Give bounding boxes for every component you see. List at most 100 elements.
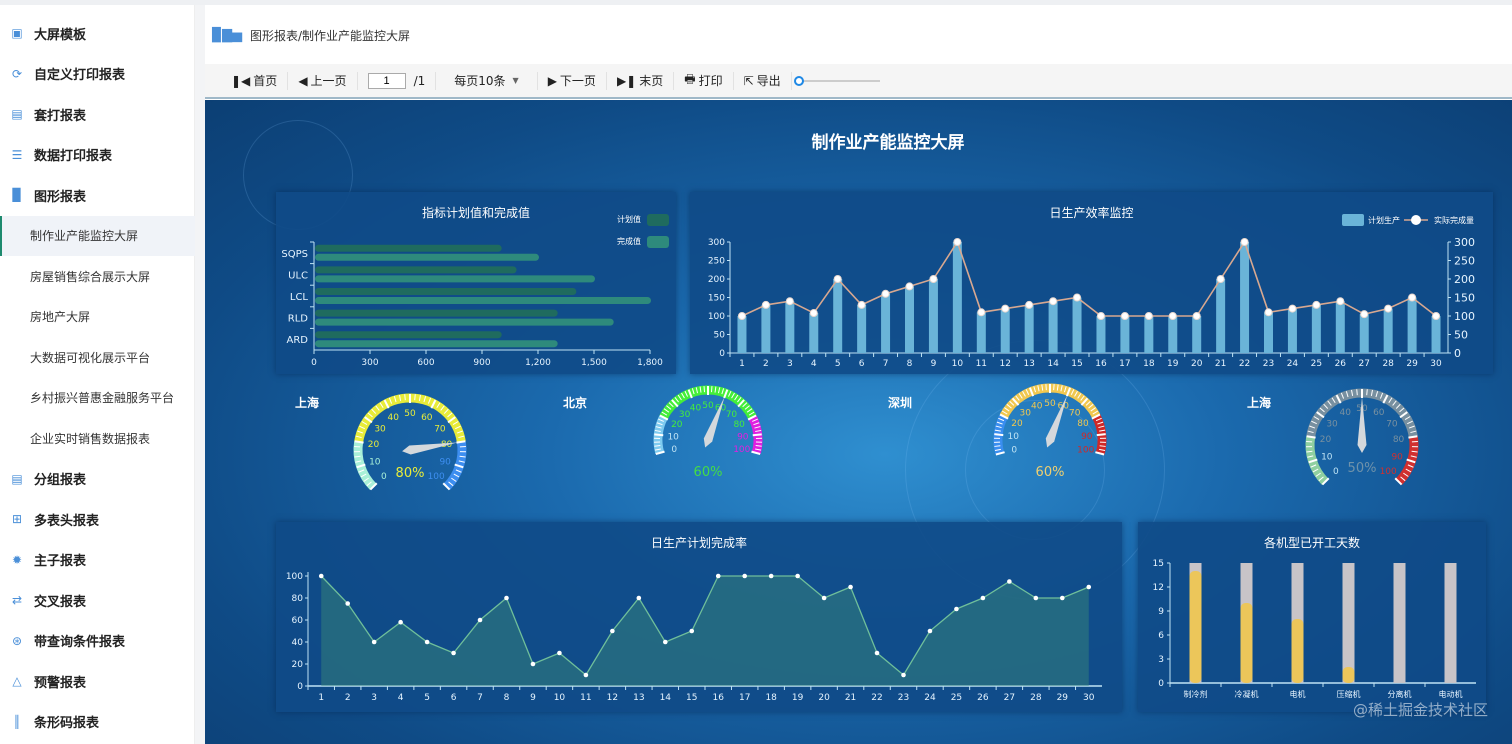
line-point bbox=[1144, 312, 1153, 320]
last-page-icon: ▶❚ bbox=[616, 73, 637, 88]
sidebar-item[interactable]: 房地产大屏 bbox=[0, 297, 195, 337]
gauge-tick bbox=[1321, 477, 1330, 486]
export-button[interactable]: ⇱ 导出 bbox=[734, 71, 792, 90]
gauge-tick bbox=[727, 390, 732, 397]
gauge-tick bbox=[1382, 394, 1389, 404]
line-point bbox=[1192, 312, 1201, 320]
sidebar-item[interactable]: 制作业产能监控大屏 bbox=[0, 215, 195, 256]
sidebar-item-label: 分组报表 bbox=[34, 473, 87, 488]
page-number-input[interactable] bbox=[367, 72, 406, 89]
sidebar-item[interactable]: ⊛ 带查询条件报表 bbox=[0, 621, 195, 661]
line-point bbox=[954, 606, 959, 612]
sidebar-item[interactable]: ⟳ 自定义打印报表 bbox=[0, 54, 195, 94]
x-tick-label: 1,500 bbox=[581, 358, 607, 368]
first-page-button[interactable]: ❚◀ 首页 bbox=[221, 71, 289, 90]
gauge-tick bbox=[355, 435, 362, 439]
y-tick-label: 6 bbox=[1158, 631, 1164, 641]
x-tick-label: 4 bbox=[398, 693, 404, 703]
sidebar-item[interactable]: ☰ 数据打印报表 bbox=[0, 135, 195, 175]
per-page-select[interactable]: 每页10条 ▼ bbox=[436, 71, 538, 90]
bar-计划生产 bbox=[761, 304, 771, 353]
sidebar-item[interactable]: 大数据可视化展示平台 bbox=[0, 337, 195, 377]
prev-page-button[interactable]: ◀ 上一页 bbox=[288, 71, 358, 90]
gauge-tick bbox=[1060, 385, 1063, 392]
search-filter-icon: ⊛ bbox=[11, 633, 23, 648]
gauge-tick bbox=[1392, 400, 1397, 406]
export-icon: ⇱ bbox=[743, 73, 754, 88]
gauge-tick bbox=[1345, 391, 1349, 398]
left-y-tick-label: 300 bbox=[708, 238, 725, 248]
x-tick-label: 900 bbox=[473, 358, 490, 368]
gauge-tick bbox=[1366, 389, 1368, 396]
gauge-tick bbox=[359, 425, 365, 430]
gauge-tick bbox=[360, 473, 367, 478]
gauge-tick bbox=[1033, 386, 1037, 393]
gauge-tick bbox=[1028, 387, 1035, 397]
sidebar-item[interactable]: ▉ 图形报表 bbox=[0, 175, 195, 215]
legend-swatch bbox=[647, 214, 669, 226]
line-point bbox=[1073, 293, 1082, 302]
x-tick-label: 7 bbox=[477, 693, 483, 703]
bar-计划值 bbox=[315, 266, 517, 274]
sidebar-item[interactable]: ⇄ 交叉报表 bbox=[0, 580, 195, 620]
next-page-button[interactable]: ▶ 下一页 bbox=[538, 71, 607, 90]
print-button[interactable]: 🖶 打印 bbox=[674, 71, 734, 90]
x-tick-label: 16 bbox=[1095, 359, 1107, 369]
x-tick-label: 3 bbox=[371, 693, 377, 703]
sidebar-item[interactable]: ▣ 大屏模板 bbox=[0, 13, 195, 53]
sidebar-item[interactable]: ⊞ 多表头报表 bbox=[0, 499, 195, 539]
export-label: 导出 bbox=[756, 74, 781, 88]
gauge-tick bbox=[1407, 464, 1414, 468]
line-point bbox=[1049, 297, 1058, 306]
bar-计划生产 bbox=[1287, 308, 1297, 353]
gauge-tick bbox=[455, 469, 462, 473]
gauge-tick bbox=[654, 433, 664, 437]
per-page-label: 每页10条 bbox=[454, 74, 506, 88]
gauge: 010203040506070809010080% bbox=[353, 393, 467, 491]
gauge-tick bbox=[1080, 395, 1085, 401]
line-point bbox=[1288, 304, 1297, 313]
sidebar-item[interactable]: ▤ 套打报表 bbox=[0, 94, 195, 134]
gauge-tick bbox=[1379, 392, 1384, 399]
gauge-tick-label: 30 bbox=[374, 424, 386, 434]
line-point bbox=[848, 584, 853, 590]
y-tick-label: 9 bbox=[1158, 607, 1164, 617]
table-icon: ⊞ bbox=[11, 512, 23, 526]
gauge-tick bbox=[1009, 400, 1015, 406]
x-tick-label: 25 bbox=[1311, 359, 1322, 369]
sidebar-item-label: 自定义打印报表 bbox=[34, 68, 126, 83]
bar-background bbox=[1393, 563, 1406, 683]
sidebar-divider bbox=[195, 5, 205, 744]
sidebar-item[interactable]: 乡村振兴普惠金融服务平台 bbox=[0, 378, 195, 418]
last-page-button[interactable]: ▶❚ 末页 bbox=[607, 71, 675, 90]
gauge-tick bbox=[691, 388, 695, 395]
sidebar-item[interactable]: ║ 条形码报表 bbox=[0, 702, 195, 742]
x-tick-label: 21 bbox=[845, 693, 856, 703]
sidebar-item[interactable]: ✹ 主子报表 bbox=[0, 540, 195, 580]
sidebar-item-label: 乡村振兴普惠金融服务平台 bbox=[30, 391, 175, 405]
sidebar-item[interactable]: 企业实时销售数据报表 bbox=[0, 418, 195, 458]
left-y-tick-label: 0 bbox=[719, 349, 725, 359]
slider-handle[interactable] bbox=[793, 75, 804, 86]
bar-计划生产 bbox=[1048, 301, 1058, 353]
gauge-value: 50% bbox=[1348, 461, 1377, 476]
gauge-tick-label: 0 bbox=[1011, 446, 1017, 456]
gauge-tick bbox=[1319, 407, 1325, 413]
gauge-tick bbox=[1085, 400, 1091, 406]
y-tick-label: 20 bbox=[292, 660, 304, 670]
gauge-tick bbox=[737, 397, 742, 403]
sidebar-item[interactable]: 房屋销售综合展示大屏 bbox=[0, 256, 195, 296]
gauge-tick-label: 80 bbox=[1077, 419, 1089, 429]
gauge-tick bbox=[1025, 389, 1030, 395]
gauge-tick bbox=[1056, 384, 1059, 391]
zoom-slider[interactable] bbox=[793, 75, 880, 86]
sidebar-item[interactable]: ▤ 分组报表 bbox=[0, 459, 195, 499]
gauge-tick bbox=[1335, 394, 1342, 404]
x-tick-label: 18 bbox=[1143, 359, 1155, 369]
gauge-tick bbox=[354, 440, 364, 444]
database-icon: ☰ bbox=[11, 147, 23, 162]
sidebar-item[interactable]: △ 预警报表 bbox=[0, 661, 195, 701]
gauge-tick bbox=[1307, 430, 1314, 434]
gauge-tick bbox=[1006, 403, 1012, 409]
